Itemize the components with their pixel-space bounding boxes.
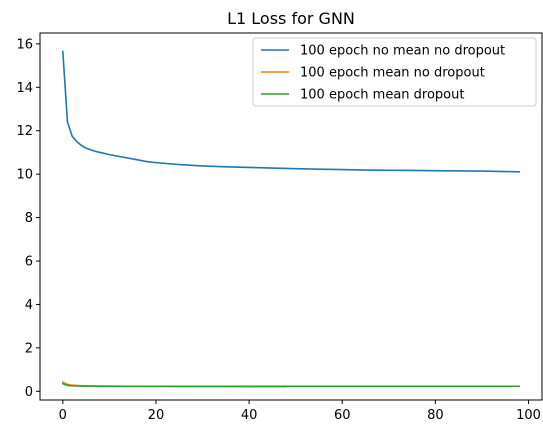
legend: 100 epoch no mean no dropout 100 epoch me…: [252, 37, 537, 107]
y-tick-label: 16: [16, 37, 33, 52]
x-tick-label: 40: [241, 408, 258, 423]
y-tick-label: 14: [16, 81, 33, 96]
series-line-1: [61, 50, 520, 173]
y-tick-label: 4: [25, 298, 33, 313]
legend-label-2: 100 epoch mean no dropout: [300, 66, 485, 81]
plot-lines: [61, 50, 520, 388]
y-tick-label: 8: [25, 211, 33, 226]
legend-box: [252, 37, 537, 107]
x-tick-label: 80: [427, 408, 444, 423]
legend-label-1: 100 epoch no mean no dropout: [300, 44, 505, 59]
axis-ticks: 0 20 40 60 80 100 0 2 4 6 8 10 12 14 16: [16, 37, 540, 423]
x-tick-label: 20: [148, 408, 165, 423]
y-tick-label: 6: [25, 255, 33, 270]
x-tick-label: 0: [59, 408, 67, 423]
plot-frame: [39, 32, 543, 401]
legend-label-3: 100 epoch mean dropout: [300, 88, 464, 103]
y-tick-label: 12: [16, 124, 33, 139]
chart-title: L1 Loss for GNN: [227, 9, 355, 28]
y-tick-label: 10: [16, 168, 33, 183]
x-tick-label: 100: [516, 408, 541, 423]
y-tick-label: 0: [25, 385, 33, 400]
x-tick-label: 60: [334, 408, 351, 423]
y-tick-label: 2: [25, 341, 33, 356]
series-line-3: [61, 382, 520, 388]
